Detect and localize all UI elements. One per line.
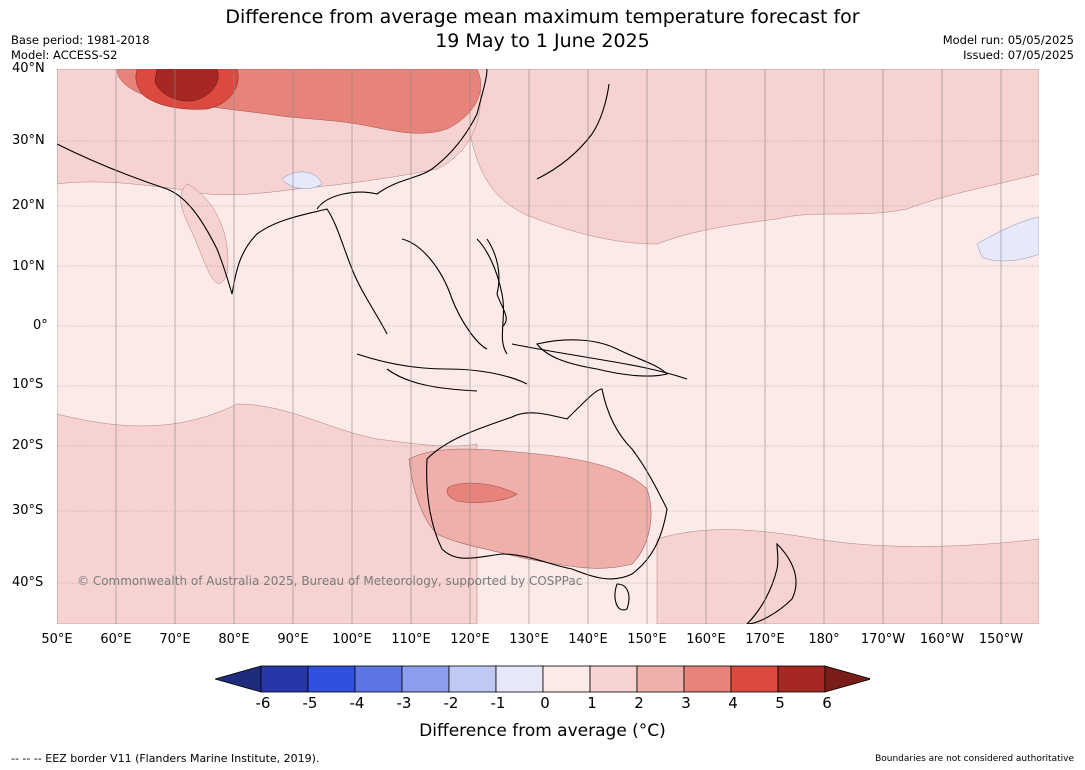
- colorbar-tick: 0: [540, 694, 550, 712]
- colorbar-cell: [636, 665, 685, 693]
- central-pacific-cool-anomaly: [976, 216, 1039, 262]
- colorbar-label: Difference from average (°C): [419, 721, 666, 741]
- colorbar-arrow-low: [215, 665, 262, 693]
- colorbar-tick: -2: [443, 694, 459, 712]
- colorbar-tick: -5: [302, 694, 318, 712]
- graticule: [57, 69, 1039, 584]
- colorbar-cell: [307, 665, 356, 693]
- tasmania-coast: [614, 583, 630, 611]
- colorbar-cell: [730, 665, 779, 693]
- lon-label: 50°E: [41, 632, 73, 647]
- base-period: Base period: 1981-2018: [11, 33, 150, 47]
- colorbar-cell: [354, 665, 403, 693]
- lon-label: 110°E: [391, 632, 431, 647]
- coastlines: [57, 69, 797, 624]
- north-pacific-anomaly: [464, 69, 1039, 245]
- colorbar-cell: [589, 665, 638, 693]
- australia-coast: [426, 388, 668, 580]
- colorbar-tick: 1: [587, 694, 597, 712]
- colorbar-cell: [260, 665, 309, 693]
- colorbar-tick: 4: [728, 694, 738, 712]
- lon-label: 150°W: [978, 632, 1024, 647]
- model-run: Model run: 05/05/2025: [942, 33, 1074, 47]
- lon-label: 60°E: [100, 632, 132, 647]
- lat-label: 10°N: [12, 259, 45, 274]
- central-asia-max-anomaly: [154, 69, 219, 102]
- lat-label: 40°S: [12, 575, 44, 590]
- model-name: Model: ACCESS-S2: [11, 48, 118, 62]
- lon-label: 120°E: [450, 632, 490, 647]
- meta-right: Model run: 05/05/2025 Issued: 07/05/2025: [943, 33, 1074, 63]
- australia-warm-anomaly: [408, 448, 652, 569]
- lon-label: 70°E: [159, 632, 191, 647]
- lat-label: 30°N: [12, 133, 45, 148]
- colorbar-arrow-high: [824, 665, 870, 693]
- new-guinea-coast: [536, 339, 669, 377]
- colorbar: [215, 665, 870, 693]
- colorbar-tick: -4: [349, 694, 365, 712]
- japan-coast: [536, 83, 610, 180]
- new-zealand-coast: [746, 542, 797, 624]
- philippines-coast: [486, 238, 507, 328]
- colorbar-tick: -6: [255, 694, 271, 712]
- colorbar-tick: 2: [634, 694, 644, 712]
- lat-label: 10°S: [12, 377, 44, 392]
- lat-label: 40°N: [12, 61, 45, 76]
- colorbar-cell: [683, 665, 732, 693]
- australia-interior-anomaly: [446, 482, 518, 503]
- lon-label: 180°: [808, 632, 840, 647]
- eez-note: -- -- -- EEZ border V11 (Flanders Marine…: [11, 752, 320, 765]
- forecast-map: [57, 69, 1039, 624]
- lon-label: 160°E: [686, 632, 726, 647]
- meta-left: Base period: 1981-2018 Model: ACCESS-S2: [11, 33, 150, 63]
- colorbar-tick: 5: [775, 694, 785, 712]
- lon-label: 160°W: [919, 632, 965, 647]
- lon-label: 150°E: [627, 632, 667, 647]
- colorbar-tick: 3: [681, 694, 691, 712]
- colorbar-tick: 6: [822, 694, 832, 712]
- lat-label: 20°S: [12, 438, 44, 453]
- title-line-2: 19 May to 1 June 2025: [435, 30, 650, 52]
- lon-label: 130°E: [509, 632, 549, 647]
- colorbar-tick: -3: [396, 694, 412, 712]
- boundary-disclaimer: Boundaries are not considered authoritat…: [875, 754, 1074, 764]
- lon-label: 170°E: [745, 632, 785, 647]
- lon-label: 90°E: [277, 632, 309, 647]
- colorbar-cell: [777, 665, 826, 693]
- colorbar-cell: [401, 665, 450, 693]
- meridians: [57, 69, 1002, 624]
- lon-label: 170°W: [860, 632, 906, 647]
- lon-label: 80°E: [218, 632, 250, 647]
- lat-label: 0°: [33, 318, 48, 333]
- colorbar-tick: -1: [490, 694, 506, 712]
- colorbar-cell: [448, 665, 497, 693]
- lat-label: 30°S: [12, 503, 44, 518]
- issued-date: Issued: 07/05/2025: [963, 48, 1074, 62]
- colorbar-cell: [542, 665, 591, 693]
- colorbar-cell: [495, 665, 544, 693]
- copyright-text: © Commonwealth of Australia 2025, Bureau…: [77, 574, 583, 588]
- chart-title: Difference from average mean maximum tem…: [0, 5, 1085, 53]
- tasman-anomaly: [656, 529, 1039, 624]
- colorbar-cells: [215, 665, 870, 693]
- lat-label: 20°N: [12, 198, 45, 213]
- lon-label: 140°E: [568, 632, 608, 647]
- title-line-1: Difference from average mean maximum tem…: [225, 6, 860, 28]
- lon-label: 100°E: [332, 632, 372, 647]
